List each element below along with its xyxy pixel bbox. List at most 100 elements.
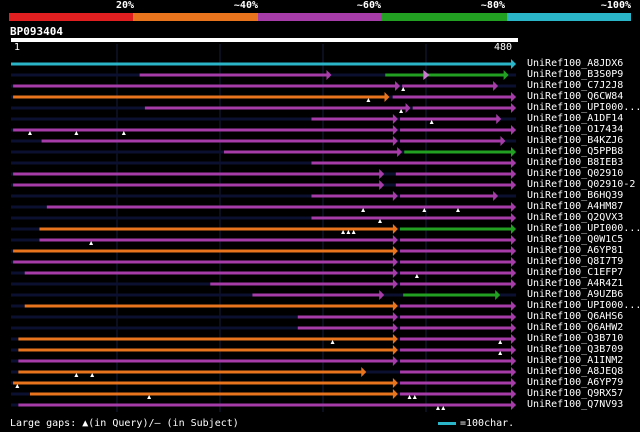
hit-segment-arrow (496, 114, 502, 124)
hit-label[interactable]: UniRef100_B6HQ39 (527, 190, 624, 201)
hit-label[interactable]: UniRef100_A6YP79 (527, 377, 624, 388)
legend-swatch (506, 13, 632, 21)
hit-segment-arrow (392, 312, 398, 322)
query-gap-marker (414, 274, 419, 278)
hit-segment-arrow (379, 180, 385, 190)
hit-segment-arrow (511, 235, 516, 245)
legend-swatch (133, 13, 258, 21)
hit-segment-arrow (511, 334, 516, 344)
hit-segment-arrow (392, 235, 398, 245)
query-gap-marker (147, 395, 152, 399)
hit-label[interactable]: UniRef100_Q0W1C5 (527, 234, 624, 245)
hit-label[interactable]: UniRef100_A6YP81 (527, 245, 624, 256)
hit-segment-arrow (392, 356, 398, 366)
query-gap-marker (361, 208, 366, 212)
scale-key-text: =100char. (460, 418, 515, 429)
hit-segment-arrow (511, 180, 516, 190)
query-gap-marker (341, 230, 346, 234)
hit-label[interactable]: UniRef100_Q5PPB8 (527, 146, 624, 157)
hit-label[interactable]: UniRef100_O17434 (527, 124, 624, 135)
hit-segment-arrow (493, 191, 499, 201)
hit-label[interactable]: UniRef100_A9UZB6 (527, 289, 624, 300)
scale-key: =100char. (438, 418, 514, 429)
hit-segment-arrow (500, 136, 506, 146)
hit-segment-arrow (495, 290, 501, 300)
query-gap-marker (435, 406, 440, 410)
hit-label[interactable]: UniRef100_Q6CW84 (527, 91, 624, 102)
hit-segment-arrow (511, 257, 516, 267)
hit-segment-arrow (395, 81, 401, 91)
hit-segment-arrow (392, 378, 398, 388)
query-gap-marker (407, 395, 412, 399)
hit-segment-arrow (384, 92, 390, 102)
hit-segment-arrow (392, 136, 398, 146)
hit-segment-arrow (379, 169, 385, 179)
hit-label[interactable]: UniRef100_Q02910 (527, 168, 624, 179)
scale-end-label: 480 (494, 42, 513, 53)
hit-segment-arrow (511, 268, 516, 278)
gap-legend: Large gaps: ▲(in Query)/– (in Subject) (10, 418, 239, 429)
hit-segment-arrow (326, 70, 332, 80)
legend-swatch (9, 13, 134, 21)
hit-segment-arrow (392, 191, 398, 201)
hit-segment-arrow (511, 158, 516, 168)
hit-segment-arrow (511, 224, 516, 234)
hit-label[interactable]: UniRef100_Q8I7T9 (527, 256, 624, 267)
hit-label[interactable]: UniRef100_B3S0P9 (527, 69, 624, 80)
hit-label[interactable]: UniRef100_B8IEB3 (527, 157, 624, 168)
query-gap-marker (498, 340, 503, 344)
hit-label[interactable]: UniRef100_Q7NV93 (527, 399, 624, 410)
hit-label[interactable]: UniRef100_C1EFP7 (527, 267, 624, 278)
query-gap-marker (377, 219, 382, 223)
hit-segment-arrow (392, 279, 398, 289)
query-id: BP093404 (10, 25, 63, 38)
hit-label[interactable]: UniRef100_A1DF14 (527, 113, 624, 124)
hit-label[interactable]: UniRef100_A1INM2 (527, 355, 624, 366)
hit-label[interactable]: UniRef100_C7J2J8 (527, 80, 624, 91)
hit-label[interactable]: UniRef100_Q6AHS6 (527, 311, 624, 322)
hit-label[interactable]: UniRef100_A8JEQ8 (527, 366, 624, 377)
query-gap-marker (346, 230, 351, 234)
query-gap-marker (401, 87, 406, 91)
hit-label[interactable]: UniRef100_A4HM87 (527, 201, 624, 212)
query-gap-marker (15, 384, 20, 388)
hit-segment-arrow (397, 147, 403, 157)
query-gap-marker (74, 131, 79, 135)
legend-swatch (257, 13, 383, 21)
hit-label[interactable]: UniRef100_B4KZJ6 (527, 135, 624, 146)
hit-segment-arrow (511, 312, 516, 322)
query-gap-marker (27, 131, 32, 135)
hit-segment-arrow (511, 378, 516, 388)
hit-label[interactable]: UniRef100_Q3B709 (527, 344, 624, 355)
hit-segment-arrow (392, 224, 398, 234)
hit-label[interactable]: UniRef100_Q9RX57 (527, 388, 624, 399)
query-gap-marker (89, 241, 94, 245)
hit-label[interactable]: UniRef100_UPI000... (527, 102, 640, 113)
hit-label[interactable]: UniRef100_UPI000... (527, 223, 640, 234)
hit-segment-arrow (511, 92, 516, 102)
hit-segment-arrow (392, 301, 398, 311)
legend-swatch (382, 13, 507, 21)
hit-segment-arrow (392, 334, 398, 344)
query-gap-marker (90, 373, 95, 377)
hit-segment-arrow (511, 323, 516, 333)
scale-start-label: 1 (14, 42, 21, 53)
hit-label[interactable]: UniRef100_A4R4Z1 (527, 278, 624, 289)
hit-segment-arrow (511, 279, 516, 289)
hit-label[interactable]: UniRef100_Q6AHW2 (527, 322, 624, 333)
hit-label[interactable]: UniRef100_Q3B710 (527, 333, 624, 344)
hit-segment-arrow (511, 59, 516, 69)
legend-label: ~80% (480, 0, 505, 11)
hit-segment-arrow (361, 367, 367, 377)
hit-segment-arrow (392, 268, 398, 278)
hit-label[interactable]: UniRef100_A8JDX6 (527, 58, 624, 69)
hit-label[interactable]: UniRef100_Q02910-2 (527, 179, 636, 190)
hit-segment-arrow (511, 246, 516, 256)
hit-segment-arrow (511, 400, 516, 410)
hit-label[interactable]: UniRef100_UPI000... (527, 300, 640, 311)
hit-label[interactable]: UniRef100_Q2QVX3 (527, 212, 624, 223)
query-gap-marker (429, 120, 434, 124)
legend-label: ~100% (600, 0, 631, 11)
hit-segment-arrow (511, 202, 516, 212)
hit-segment-arrow (392, 246, 398, 256)
